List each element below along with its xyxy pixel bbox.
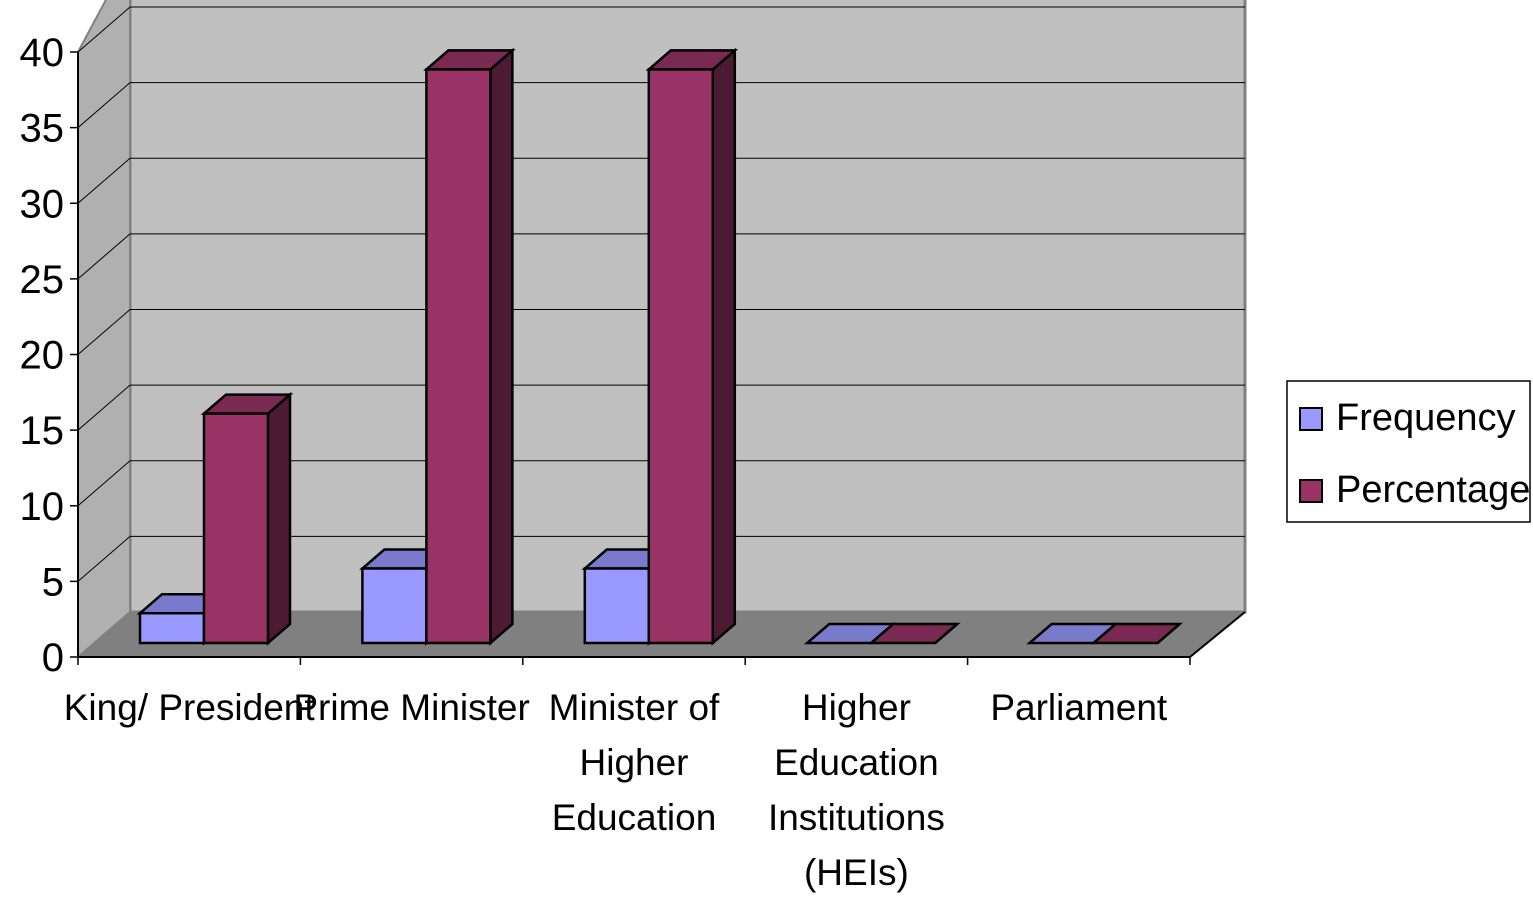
y-tick-label: 35 (20, 107, 65, 151)
bar-side (266, 391, 292, 646)
x-category-label-line: Minister of (549, 687, 720, 728)
bar-front (647, 68, 715, 645)
bar-front (138, 611, 206, 645)
x-category-label-line: Prime Minister (293, 687, 529, 728)
y-tick-label: 30 (20, 182, 65, 226)
legend-swatch-frequency (1299, 407, 1323, 431)
legend-label-percentage: Percentage (1336, 469, 1530, 511)
x-category-label: Minister of Higher Education (549, 687, 720, 838)
x-category-label-line: Higher (802, 687, 911, 728)
gridline-side (77, 535, 131, 582)
y-tick-label: 40 (20, 31, 65, 75)
bar-top (1090, 622, 1183, 645)
gridline-side (77, 309, 131, 355)
x-category-label-line: King/ President (64, 687, 316, 728)
x-category-label: Parliament (990, 687, 1168, 728)
x-category-label-line: (HEIs) (804, 852, 909, 893)
x-category-label-line: Institutions (768, 797, 945, 838)
y-tick-label: 20 (20, 334, 65, 378)
bar-percentage (867, 622, 961, 645)
y-tick-label: 10 (20, 485, 65, 529)
bar-percentage (645, 47, 739, 646)
x-category-label: King/ President (64, 687, 316, 728)
legend-swatch-percentage (1299, 479, 1323, 503)
y-tick-label: 25 (20, 258, 65, 302)
floor-edge (1189, 611, 1246, 658)
legend-box (1286, 380, 1531, 523)
gridline-side (77, 460, 131, 507)
gridline-side (77, 6, 131, 53)
gridline-side (77, 82, 131, 129)
bar-percentage (1090, 622, 1183, 645)
x-category-label-line: Education (774, 742, 939, 783)
bar-front (202, 412, 270, 645)
gridline-side (77, 384, 131, 431)
gridline-side (77, 233, 131, 280)
y-tick-label: 5 (42, 560, 64, 604)
x-category-label-line: Education (552, 797, 717, 838)
x-category-label-line: Higher (580, 742, 689, 783)
bar-front (361, 567, 428, 645)
bar-front (425, 68, 492, 645)
x-category-label: Prime Minister (293, 687, 529, 728)
bar-front (583, 567, 651, 645)
y-tick-label: 0 (42, 636, 64, 680)
bar-side (489, 47, 514, 646)
bar-side (711, 47, 737, 646)
bar-percentage (423, 47, 516, 646)
x-category-label-line: Parliament (990, 687, 1168, 728)
legend-label-frequency: Frequency (1336, 397, 1516, 439)
gridline-side (77, 157, 131, 204)
x-category-label: Higher Education Institutions (HEIs) (768, 687, 945, 893)
y-tick-label: 15 (20, 409, 65, 453)
bar-percentage (200, 391, 294, 646)
bar-top (867, 622, 961, 645)
